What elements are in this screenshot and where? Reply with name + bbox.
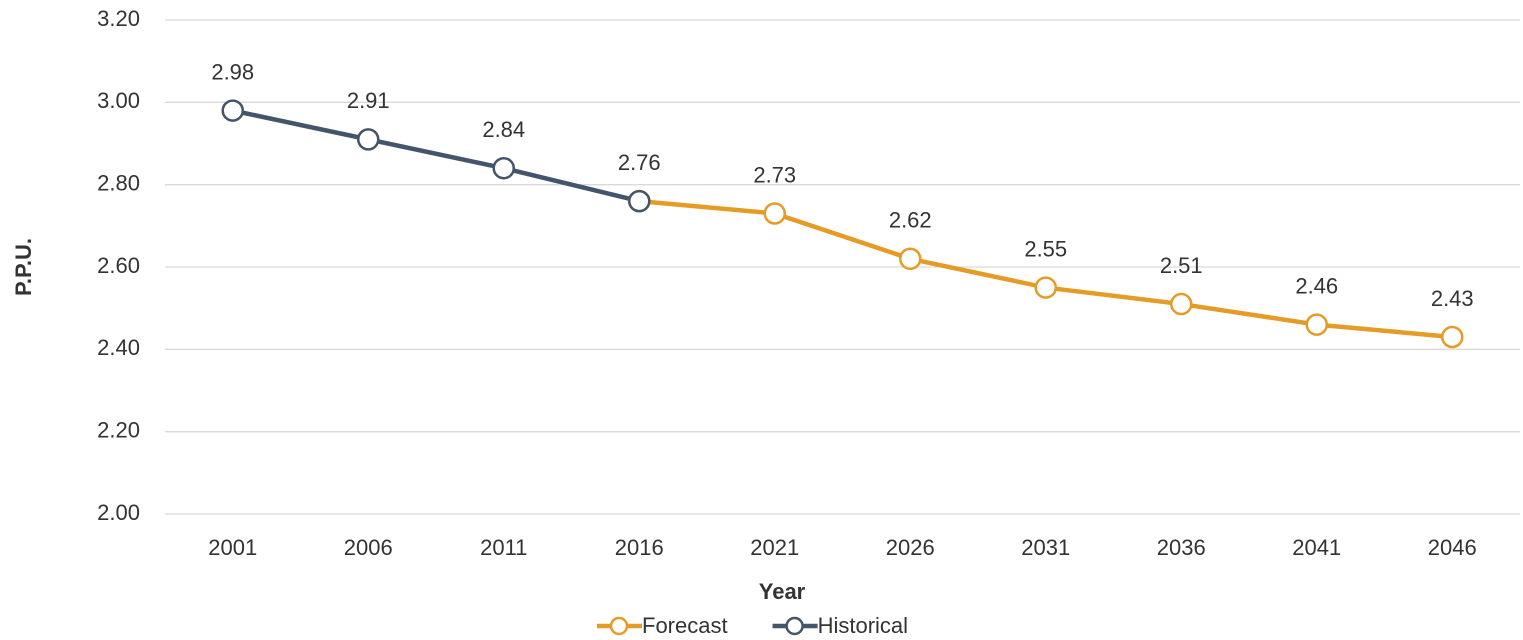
x-tick-label: 2001 [208, 535, 257, 560]
y-tick-label: 2.80 [97, 170, 140, 195]
x-tick-label: 2036 [1157, 535, 1206, 560]
marker [628, 189, 651, 213]
marker [1305, 313, 1328, 336]
marker [1170, 292, 1193, 316]
marker [1441, 325, 1464, 349]
data-label: 2.98 [211, 59, 254, 84]
line [639, 198, 1453, 340]
data-label: 2.62 [889, 208, 932, 233]
x-tick-label: 2016 [615, 535, 664, 560]
marker [221, 99, 244, 122]
marker [763, 202, 786, 225]
marker [899, 247, 922, 271]
x-tick-label: 2026 [886, 535, 935, 560]
legend-label: Historical [818, 613, 908, 638]
y-axis-title: P.P.U. [11, 238, 36, 296]
y-tick-label: 2.20 [97, 417, 140, 442]
data-label: 2.43 [1431, 286, 1474, 311]
data-label: 2.73 [753, 162, 796, 187]
y-tick-label: 2.40 [97, 335, 140, 360]
y-tick-label: 3.20 [97, 6, 140, 31]
legend-marker [785, 616, 804, 636]
data-label: 2.76 [618, 150, 661, 175]
x-tick-label: 2031 [1021, 535, 1070, 560]
data-label: 2.46 [1295, 273, 1338, 298]
x-tick-label: 2021 [750, 535, 799, 560]
x-tick-label: 2041 [1292, 535, 1341, 560]
marker [492, 156, 515, 180]
marker [357, 128, 380, 151]
y-tick-label: 3.00 [97, 88, 140, 113]
line [232, 108, 640, 204]
marker [1034, 276, 1057, 299]
x-tick-label: 2046 [1428, 535, 1477, 560]
legend-marker [609, 616, 629, 636]
x-axis-title: Year [759, 579, 806, 604]
data-label: 2.51 [1160, 253, 1203, 278]
legend-label: Forecast [642, 613, 728, 638]
x-tick-label: 2011 [480, 535, 527, 560]
y-tick-label: 2.00 [97, 500, 140, 525]
data-label: 2.84 [482, 117, 525, 142]
y-tick-label: 2.60 [97, 253, 140, 278]
x-tick-label: 2006 [344, 535, 393, 560]
data-label: 2.91 [347, 88, 390, 113]
data-label: 2.55 [1024, 236, 1067, 261]
